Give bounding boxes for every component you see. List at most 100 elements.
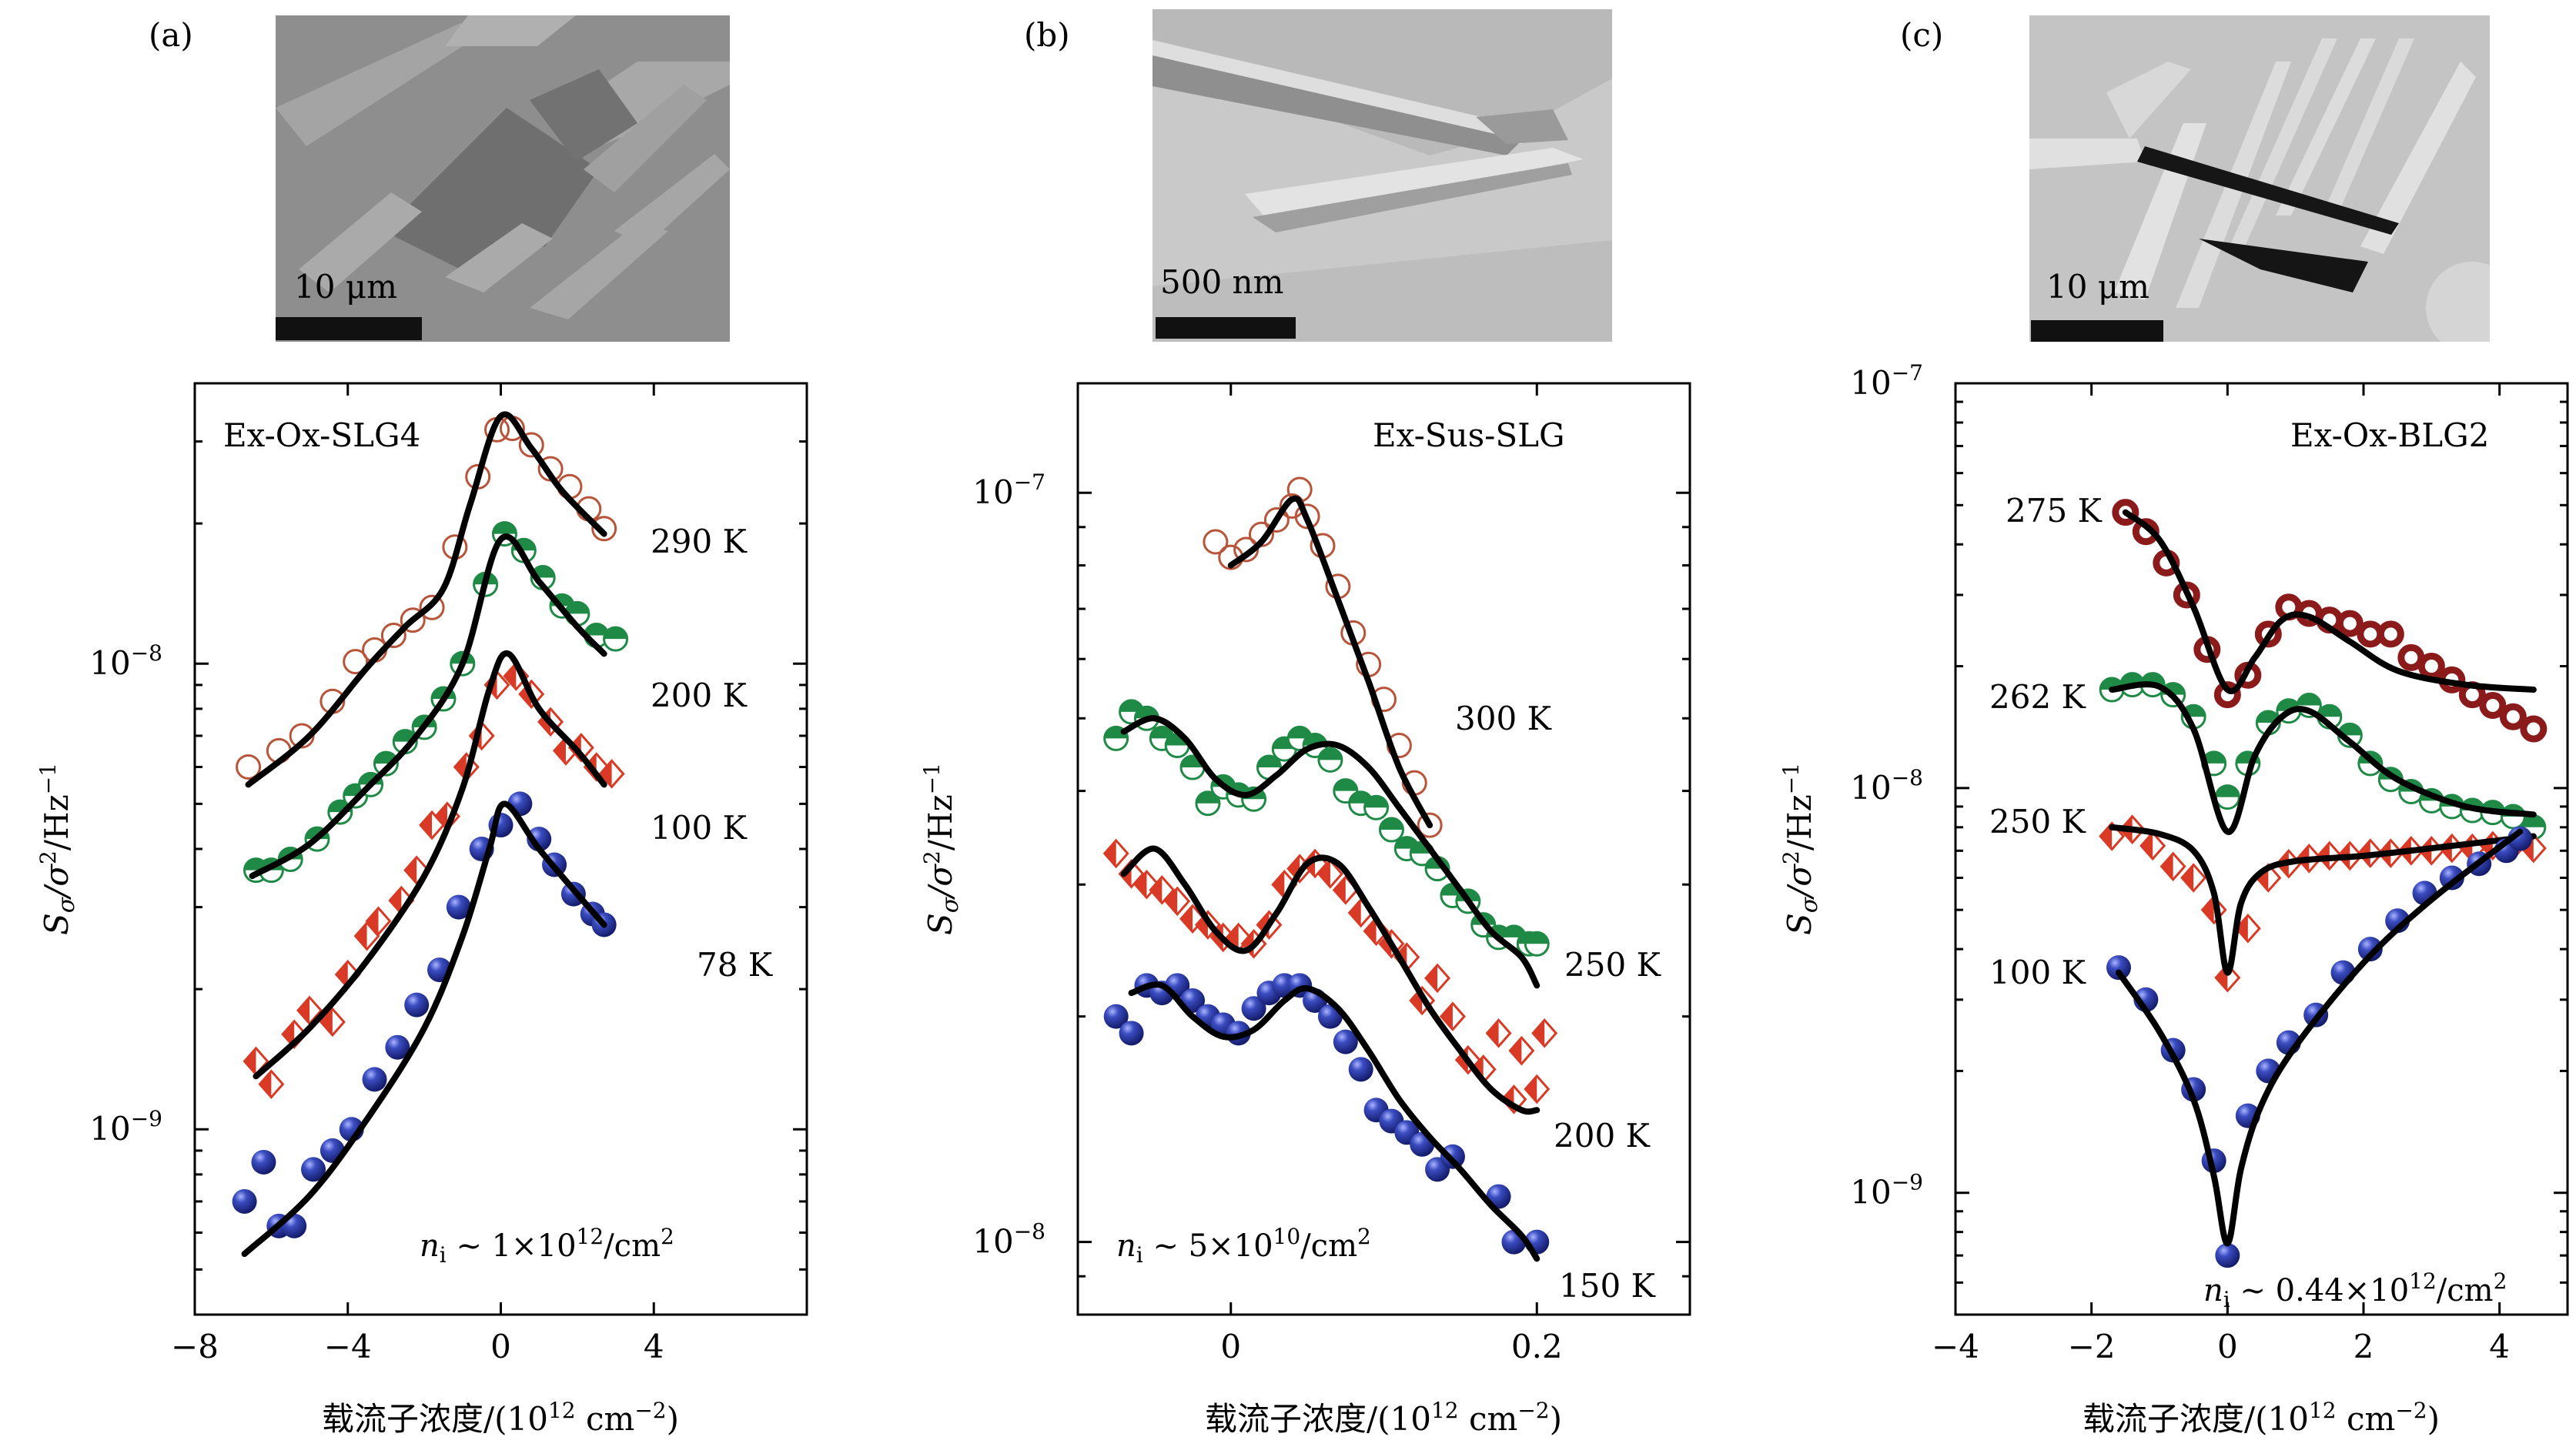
x-axis-label-c-close: )	[2427, 1400, 2440, 1438]
y-axis-label-b-mid: /σ	[922, 864, 959, 901]
data-point	[301, 1157, 326, 1182]
data-point	[1440, 1144, 1465, 1169]
y-axis-label-a-sub: σ	[53, 896, 80, 913]
sem-image-c-drawing	[2029, 15, 2490, 342]
data-point	[304, 826, 330, 852]
data-point	[1203, 529, 1229, 555]
data-point	[2296, 693, 2322, 719]
series-label: 290 K	[651, 523, 748, 560]
data-point	[1508, 1035, 1535, 1066]
series-label: 100 K	[1989, 954, 2087, 991]
fit-curve	[253, 650, 607, 1080]
y-axis-label-a: Sσ/σ2/Hz−1	[35, 763, 80, 935]
panel-label-a: (a)	[149, 16, 193, 54]
data-point	[1225, 922, 1252, 953]
data-point	[591, 516, 617, 542]
plot-a: −8 −4 0 4 10−9 10−8 290 K 200 K 100 K 78 K	[89, 382, 807, 1365]
data-point	[2106, 955, 2131, 981]
data-point	[1524, 1074, 1551, 1104]
x-axis-label-b: 载流子浓度/(1012 cm−2)	[1205, 1398, 1562, 1438]
ni-exp-a: 12	[577, 1224, 604, 1249]
data-point	[2255, 863, 2282, 893]
data-point	[1417, 812, 1443, 838]
data-point	[296, 995, 323, 1026]
x-axis-label-a-exp: 12	[548, 1398, 576, 1423]
data-point	[2418, 787, 2444, 814]
data-point	[1134, 973, 1159, 998]
data-point	[2520, 715, 2548, 743]
x-axis-label-c: 载流子浓度/(1012 cm−2)	[2083, 1398, 2440, 1438]
data-point	[1279, 493, 1305, 520]
x-tick-label-b: 0	[1220, 1328, 1241, 1365]
x-tick-label-c: 0	[2217, 1328, 2238, 1365]
data-point	[419, 810, 446, 840]
data-point	[1180, 988, 1206, 1014]
data-point	[1424, 963, 1451, 994]
y-tick-label-c: 10−8	[1850, 765, 1923, 807]
scale-bar-c	[2031, 320, 2163, 342]
fit-curve	[241, 800, 607, 1258]
data-point	[2133, 987, 2159, 1012]
data-point	[2200, 894, 2227, 925]
y-tick-label-a: 10−8	[89, 640, 162, 682]
plot-frame-a	[193, 382, 808, 1316]
data-point	[1256, 754, 1282, 780]
data-point	[2377, 838, 2404, 868]
data-point	[2296, 844, 2323, 874]
data-point	[1348, 1057, 1373, 1082]
data-point	[1317, 1004, 1343, 1029]
x-axis-label-b-exp: 12	[1431, 1398, 1459, 1423]
data-point	[1500, 924, 1527, 951]
y-axis-label-b-exp2: 2	[919, 850, 945, 864]
ni-sub-a: i	[440, 1242, 447, 1268]
scale-bar-label-c: 10 μm	[2046, 268, 2149, 306]
data-point	[1485, 1018, 1512, 1048]
fit-curve	[1120, 715, 1541, 989]
data-point	[1332, 875, 1359, 905]
data-point	[1226, 782, 1252, 808]
data-point	[1103, 725, 1129, 751]
data-point	[1286, 725, 1313, 751]
data-point	[2213, 681, 2241, 709]
data-point	[1149, 725, 1175, 751]
panel-label-c: (c)	[1900, 16, 1943, 54]
x-axis-label-c-main: 载流子浓度/(10	[2083, 1400, 2309, 1438]
data-point	[473, 571, 499, 597]
data-point	[1333, 1029, 1358, 1054]
data-point	[1394, 1120, 1420, 1145]
data-point	[603, 626, 629, 652]
series-a-1: 200 K	[243, 521, 748, 884]
x-axis-label-b-unit-exp: −2	[1517, 1398, 1549, 1423]
y-axis-label-c-mid: /σ	[1781, 864, 1818, 901]
data-point	[266, 1213, 292, 1238]
ni-unit-c: /cm	[2437, 1273, 2494, 1308]
ni-unit-b: /cm	[1300, 1228, 1357, 1264]
data-point	[1363, 1098, 1389, 1123]
data-point	[2215, 1243, 2240, 1268]
sem-image-b-drawing	[1153, 9, 1612, 342]
data-point	[2499, 703, 2527, 730]
data-point	[266, 737, 292, 764]
y-tick-label-a: 10−9	[89, 1106, 162, 1148]
fit-curve	[1120, 845, 1541, 1115]
y-axis-label-c-sub: σ	[1796, 896, 1823, 913]
ni-exp-b: 10	[1273, 1224, 1301, 1249]
data-point	[1294, 503, 1320, 530]
data-point	[380, 623, 406, 649]
fit-curve	[1128, 981, 1541, 1262]
data-point	[1263, 506, 1290, 533]
data-point	[2439, 794, 2465, 820]
data-point	[1271, 736, 1297, 762]
scale-bar-label-b: 500 nm	[1160, 263, 1284, 301]
data-point	[281, 1019, 308, 1050]
series-label: 200 K	[651, 677, 748, 714]
series-b-1: 250 K	[1103, 699, 1662, 989]
data-point	[1439, 1001, 1466, 1031]
data-point	[1241, 996, 1266, 1021]
data-point	[2119, 814, 2146, 844]
data-point	[2377, 620, 2404, 648]
data-point	[580, 901, 605, 927]
data-point	[2330, 960, 2356, 985]
series-b-2: 200 K	[1102, 838, 1651, 1155]
